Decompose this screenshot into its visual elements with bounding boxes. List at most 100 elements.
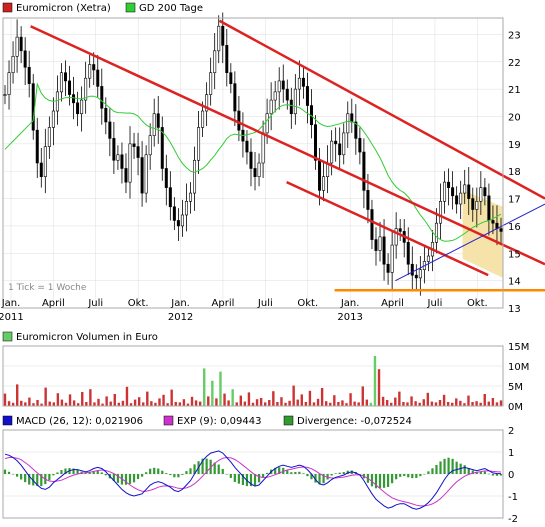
divergence-bar (116, 474, 120, 483)
volume-bar (288, 400, 291, 406)
divergence-bar (391, 474, 394, 484)
volume-frame (2, 345, 504, 407)
divergence-bar (451, 458, 454, 474)
divergence-bar (92, 471, 95, 474)
divergence-bar (193, 464, 196, 474)
volume-bar (190, 396, 194, 406)
divergence-bar (399, 474, 402, 477)
candle-body (346, 113, 350, 134)
candle-body (68, 80, 72, 95)
divergence-bar (233, 474, 236, 482)
volume-bar (467, 395, 470, 406)
volume-bar (479, 402, 482, 406)
divergence-bar (491, 474, 495, 476)
divergence-bar (64, 468, 67, 474)
divergence-bar (52, 474, 55, 476)
divergence-bar (382, 474, 386, 488)
price-y-tick: 17 (508, 195, 521, 206)
price-y-tick: 18 (508, 167, 521, 178)
divergence-bar (471, 470, 474, 474)
candle-body (47, 127, 51, 147)
volume-bar (276, 402, 279, 406)
price-y-tick: 19 (508, 140, 521, 151)
volume-bar (304, 402, 308, 406)
candle-body (245, 140, 249, 153)
candle-body (394, 228, 398, 246)
divergence-bar (136, 474, 140, 480)
volume-bar (125, 386, 129, 406)
volume-bar (68, 394, 72, 406)
legend-swatch-price (2, 2, 13, 13)
candle-body (35, 129, 39, 164)
volume-bar (85, 402, 88, 406)
volume-bar (28, 397, 31, 406)
divergence-bar (221, 468, 224, 474)
volume-bar (109, 401, 112, 406)
divergence-bar (266, 472, 269, 474)
macd-panel: MACD (26, 12): 0,021906 EXP (9): 0,09443… (2, 415, 518, 525)
candle-body (217, 25, 221, 52)
price-y-tick: 13 (508, 304, 521, 315)
macd-y-tick: 0 (508, 470, 514, 481)
volume-bar (76, 403, 80, 406)
volume-bar (36, 400, 39, 406)
volume-bar (219, 371, 222, 406)
volume-bar (357, 402, 360, 406)
volume-bar (97, 398, 100, 406)
divergence-bar (169, 474, 172, 476)
price-x-tick: Jan. (1, 298, 21, 309)
volume-bar (459, 400, 462, 406)
volume-bar (81, 392, 84, 406)
volume-bar (101, 403, 104, 406)
macd-y-tick: 1 (508, 448, 514, 459)
candle-body (180, 214, 184, 227)
candle-body (11, 56, 15, 74)
volume-bar (499, 400, 503, 406)
price-candles (3, 12, 503, 296)
candle-body (172, 206, 176, 221)
candle-body (160, 127, 164, 169)
candle-body (136, 146, 140, 158)
candle-body (479, 187, 483, 202)
candle-body (205, 94, 209, 112)
volume-bar (52, 402, 55, 406)
volume-bar (259, 398, 263, 406)
candle-body (15, 36, 19, 57)
divergence-bar (479, 472, 482, 474)
legend-divergence: Divergence: -0,072524 (297, 416, 412, 427)
candle-body (414, 274, 418, 279)
volume-bar (48, 401, 51, 406)
candle-body (297, 77, 301, 90)
candle-body (289, 99, 293, 115)
volume-bar (349, 393, 352, 406)
divergence-bar (185, 471, 188, 474)
volume-bar (365, 399, 369, 406)
candle-body (72, 94, 76, 104)
volume-bar (121, 400, 125, 406)
candle-body (350, 113, 354, 123)
legend-swatch-divergence (283, 415, 294, 426)
volume-bar (263, 402, 267, 406)
candle-body (451, 187, 455, 197)
divergence-bar (322, 474, 325, 484)
price-y-axis: 13 14 15 16 17 18 19 20 21 22 23 (508, 30, 521, 315)
candle-body (19, 36, 23, 52)
divergence-bar (330, 474, 333, 476)
divergence-bar (483, 471, 486, 474)
candle-body (426, 255, 430, 262)
volume-y-tick: 0M (508, 402, 523, 413)
divergence-bar (374, 474, 378, 489)
volume-bar (72, 400, 76, 406)
price-frame (2, 17, 504, 309)
candle-body (120, 154, 124, 169)
candle-body (334, 140, 338, 145)
candle-body (156, 113, 160, 128)
divergence-bar (20, 474, 23, 480)
price-x-tick: Okt. (128, 298, 149, 309)
divergence-bar (56, 472, 59, 474)
candle-body (116, 154, 120, 161)
volume-bar (15, 384, 19, 406)
divergence-bar (189, 468, 192, 474)
divergence-bar (36, 474, 39, 487)
